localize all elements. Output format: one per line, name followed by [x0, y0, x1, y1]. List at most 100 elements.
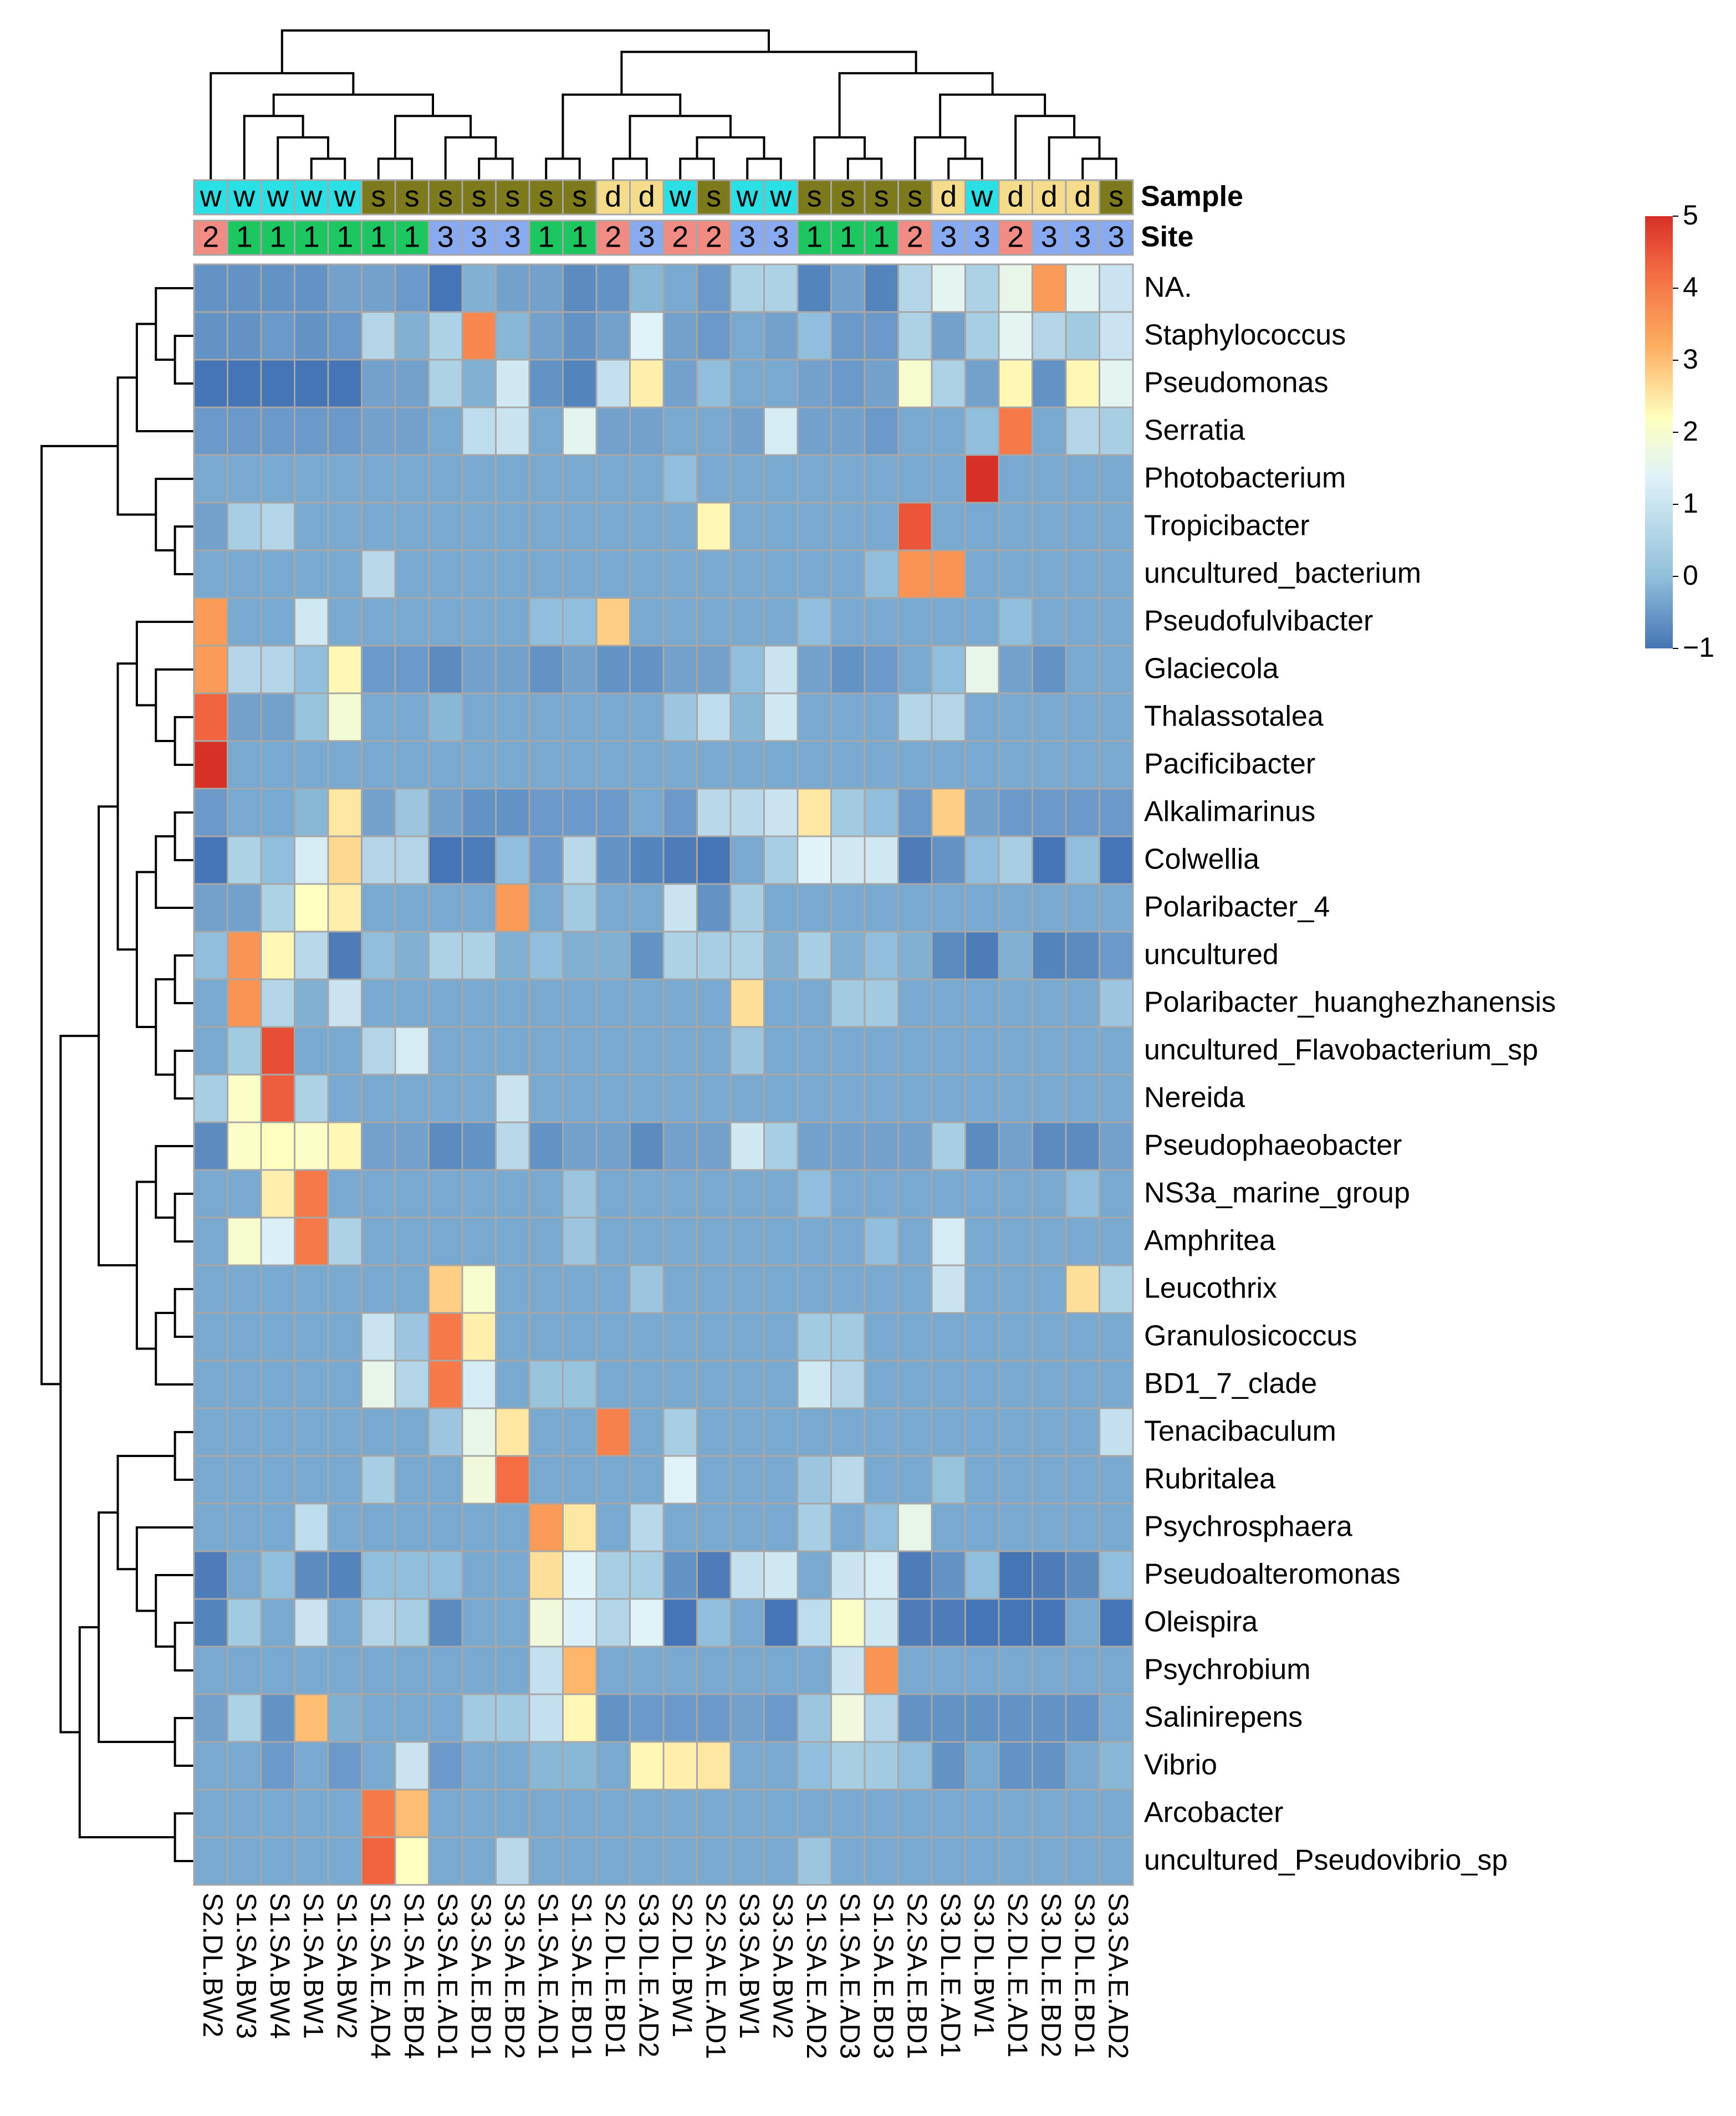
heatmap-cell — [227, 1502, 262, 1552]
heatmap-cell — [361, 692, 396, 742]
column-label: S3.SA.E.AD2 — [1103, 1893, 1134, 2059]
heatmap-cell — [461, 1312, 497, 1362]
heatmap-cell — [830, 1312, 866, 1362]
heatmap-cell — [193, 1264, 228, 1314]
heatmap-cell — [1065, 1407, 1100, 1457]
heatmap-cell — [964, 1645, 1000, 1695]
heatmap-cell — [830, 835, 866, 885]
heatmap-cell — [998, 1741, 1033, 1791]
heatmap-cell — [1032, 1550, 1067, 1600]
annotation-cell — [964, 179, 1000, 216]
heatmap-cell — [461, 835, 497, 885]
heatmap-cell — [595, 1598, 631, 1648]
heatmap-cell — [1032, 406, 1067, 456]
heatmap-cell — [662, 597, 698, 647]
heatmap-cell — [729, 1836, 765, 1886]
heatmap-cell — [763, 1169, 799, 1219]
column-label: S3.DL.E.BD1 — [1069, 1893, 1100, 2057]
heatmap-cell — [294, 454, 329, 504]
heatmap-cell — [327, 1407, 362, 1457]
heatmap-cell — [1099, 1359, 1134, 1409]
annotation-letter: s — [807, 180, 822, 213]
heatmap-cell — [1099, 1502, 1134, 1552]
heatmap-cell — [1065, 1836, 1100, 1886]
column-label: S3.SA.BW2 — [768, 1893, 799, 2039]
heatmap-cell — [361, 1217, 396, 1266]
heatmap-cell — [260, 1788, 295, 1838]
heatmap-cell — [361, 1264, 396, 1314]
heatmap-cell — [394, 788, 430, 837]
heatmap-cell — [662, 1074, 698, 1123]
dendrogram-branch — [155, 978, 175, 1076]
row-label: Colwellia — [1144, 844, 1259, 876]
heatmap-cell — [729, 835, 765, 885]
heatmap-cell — [796, 1836, 832, 1886]
heatmap-cell — [897, 1026, 933, 1076]
heatmap-cell — [260, 978, 295, 1028]
heatmap-cell — [562, 1217, 598, 1266]
heatmap-cell — [327, 1836, 362, 1886]
column-label: S3.SA.E.BD1 — [466, 1893, 497, 2059]
heatmap-cell — [696, 549, 732, 599]
heatmap-cell — [662, 1741, 698, 1791]
heatmap-cell — [830, 1693, 866, 1743]
heatmap-cell — [562, 1741, 598, 1791]
heatmap-cell — [763, 1502, 799, 1552]
heatmap-cell — [629, 263, 665, 313]
heatmap-cell — [864, 1455, 899, 1505]
heatmap-cell — [562, 1455, 598, 1505]
heatmap-cell — [528, 502, 564, 551]
heatmap-cell — [864, 788, 899, 837]
heatmap-cell — [931, 1836, 966, 1886]
heatmap-cell — [796, 311, 832, 361]
heatmap-cell — [562, 1788, 598, 1838]
heatmap-cell — [562, 978, 598, 1028]
heatmap-cell — [327, 1026, 362, 1076]
heatmap-cell — [796, 1788, 832, 1838]
heatmap-cell — [1065, 359, 1100, 408]
heatmap-cell — [595, 1264, 631, 1314]
heatmap-cell — [1065, 1264, 1100, 1314]
heatmap-cell — [696, 931, 732, 980]
heatmap-cell — [294, 1693, 329, 1743]
heatmap-cell — [763, 311, 799, 361]
heatmap-cell — [729, 645, 765, 694]
dendrogram-branch — [947, 157, 983, 180]
heatmap-cell — [562, 1502, 598, 1552]
heatmap-cell — [595, 1026, 631, 1076]
heatmap-cell — [931, 1598, 966, 1648]
heatmap-cell — [629, 1598, 665, 1648]
heatmap-cell — [696, 1359, 732, 1409]
heatmap-cell — [796, 740, 832, 790]
heatmap-cell — [796, 931, 832, 980]
heatmap-cell — [729, 1788, 765, 1838]
heatmap-cell — [696, 1026, 732, 1076]
column-label: S2.DL.E.BD1 — [600, 1893, 631, 2057]
heatmap-cell — [662, 740, 698, 790]
heatmap-cell — [696, 835, 732, 885]
heatmap-cell — [227, 311, 262, 361]
heatmap-cell — [629, 931, 665, 980]
heatmap-cell — [897, 1312, 933, 1362]
heatmap-cell — [696, 1169, 732, 1219]
heatmap-cell — [964, 549, 1000, 599]
heatmap-cell — [1065, 835, 1100, 885]
heatmap-cell — [763, 835, 799, 885]
heatmap-cell — [763, 1598, 799, 1648]
heatmap-cell — [394, 1264, 430, 1314]
heatmap-cell — [998, 1693, 1033, 1743]
heatmap-cell — [629, 406, 665, 456]
column-label: S1.SA.BW4 — [264, 1893, 295, 2039]
heatmap-cell — [361, 1121, 396, 1171]
heatmap-cell — [964, 788, 1000, 837]
heatmap-cell — [327, 1645, 362, 1695]
heatmap-cell — [964, 1693, 1000, 1743]
heatmap-cell — [428, 1836, 463, 1886]
annotation-cell — [763, 219, 799, 256]
heatmap-cell — [897, 1455, 933, 1505]
heatmap-cell — [864, 1502, 899, 1552]
heatmap-cell — [763, 1217, 799, 1266]
heatmap-cell — [193, 1169, 228, 1219]
heatmap-cell — [729, 1598, 765, 1648]
heatmap-cell — [227, 1788, 262, 1838]
